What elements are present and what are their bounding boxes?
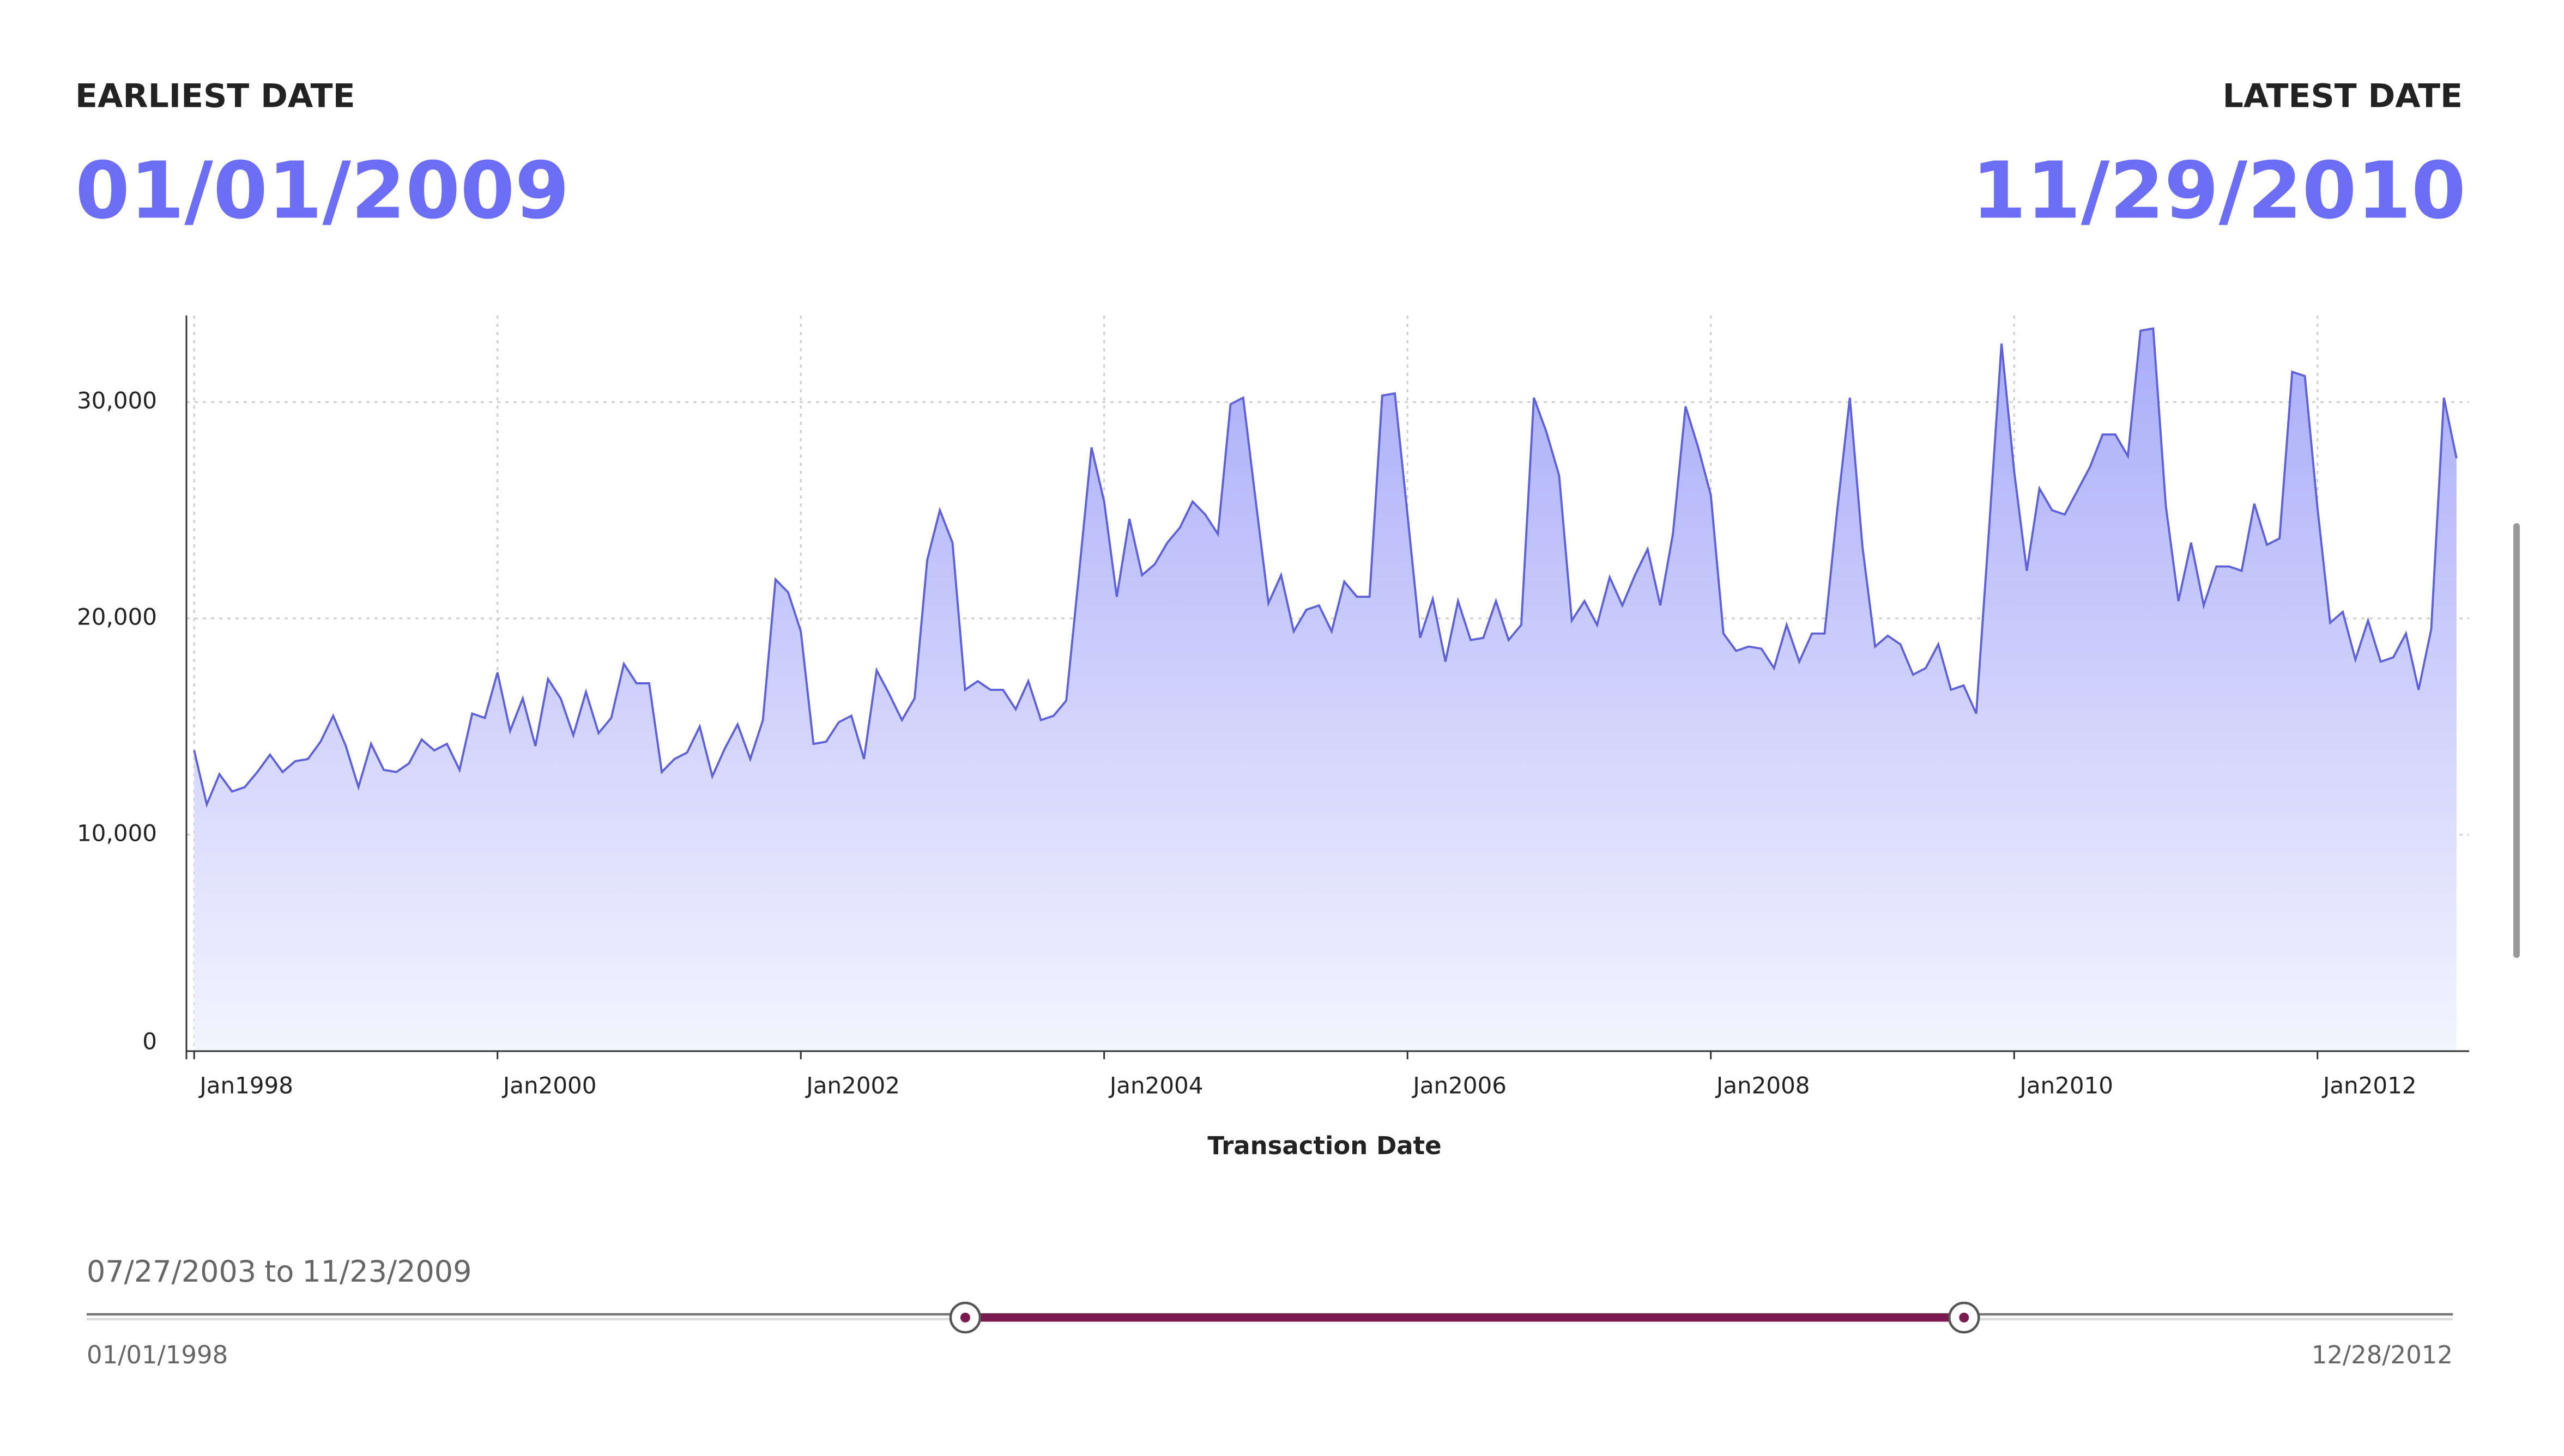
x-axis-label: Transaction Date [1207, 1131, 1441, 1160]
latest-date: 11/29/2010 [1972, 145, 2466, 236]
range-label-part: to [264, 1254, 294, 1289]
x-tick-label: Jan2000 [501, 1072, 597, 1099]
chart: 0 10,000 20,000 30,000 Jan1998 Jan2000 Jan2002… [77, 315, 2469, 1160]
earliest-label: EARLIEST DATE [75, 77, 355, 116]
y-tick-label: 0 [142, 1028, 157, 1054]
y-tick-label: 20,000 [77, 603, 157, 630]
area-fill [194, 328, 2457, 1051]
x-tick-label: Jan2002 [805, 1072, 900, 1099]
slider-handle-dot[interactable] [1959, 1312, 1969, 1322]
y-tick-label: 30,000 [77, 387, 157, 414]
slider-max: 12/28/2012 [2312, 1340, 2453, 1369]
range-slider[interactable]: 07/27/2003 to 11/23/2009 01/01/1998 12/28/20… [87, 1254, 2453, 1369]
x-tick-label: Jan2004 [1108, 1072, 1204, 1099]
range-label-part: 07/27/2003 [87, 1254, 256, 1289]
latest-label: LATEST DATE [2223, 77, 2463, 116]
slider-handle-dot[interactable] [960, 1312, 970, 1322]
slider-min: 01/01/1998 [87, 1340, 228, 1369]
x-tick-label: Jan2010 [2018, 1072, 2113, 1099]
x-tick-label: Jan2006 [1411, 1072, 1507, 1099]
x-tick-label: Jan2008 [1715, 1072, 1810, 1099]
earliest-date: 01/01/2009 [75, 145, 570, 236]
line [193, 327, 2458, 808]
x-tick-label: Jan2012 [2321, 1072, 2417, 1099]
scrollbar[interactable] [2513, 523, 2520, 958]
x-tick-label: Jan1998 [198, 1072, 293, 1099]
y-tick-label: 10,000 [77, 820, 157, 846]
range-label: 07/27/2003 to 11/23/2009 [87, 1254, 472, 1289]
range-label-part: 11/23/2009 [302, 1254, 471, 1289]
